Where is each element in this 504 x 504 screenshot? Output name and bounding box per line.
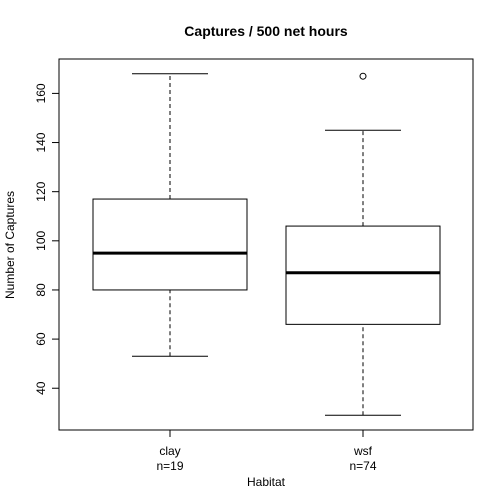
y-axis: 40 60 80 100 120 140 160 — [34, 83, 59, 395]
plot-frame — [58, 58, 474, 431]
x-count-label-clay: n=19 — [156, 459, 183, 473]
y-tick-label-40: 40 — [34, 381, 48, 395]
boxes — [92, 72, 441, 416]
y-tick-label-80: 80 — [34, 283, 48, 297]
y-tick-label-160: 160 — [34, 83, 48, 103]
x-count-label-wsf: n=74 — [349, 459, 376, 473]
x-axis-label: Habitat — [247, 475, 286, 489]
y-tick-label-100: 100 — [34, 230, 48, 250]
box-wsf — [285, 225, 441, 325]
y-tick-label-140: 140 — [34, 132, 48, 152]
y-tick-label-120: 120 — [34, 181, 48, 201]
y-axis-label: Number of Captures — [3, 191, 17, 299]
chart-title: Captures / 500 net hours — [184, 23, 348, 39]
box-group-clay — [92, 73, 248, 357]
y-tick-label-60: 60 — [34, 332, 48, 346]
x-tick-label-clay: clay — [159, 444, 180, 458]
outlier-point-wsf-0 — [359, 72, 367, 80]
box-group-wsf — [285, 72, 441, 416]
box-clay — [92, 198, 248, 291]
x-tick-label-wsf: wsf — [353, 444, 373, 458]
